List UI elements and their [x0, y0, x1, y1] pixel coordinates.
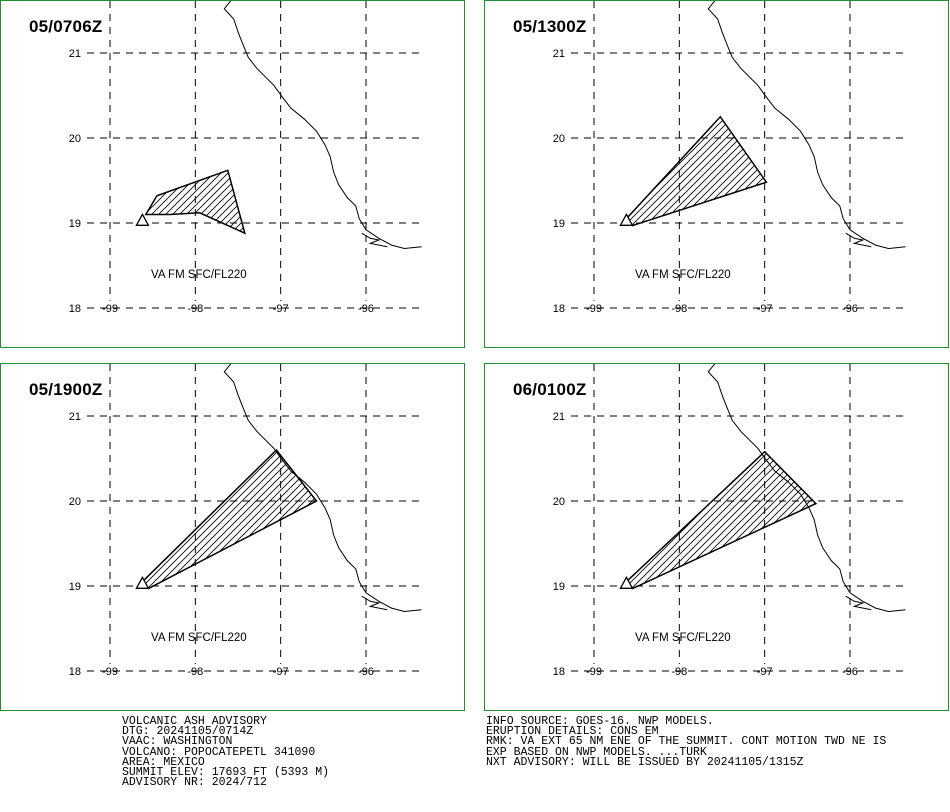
panel-time-label: 05/1300Z	[513, 17, 587, 36]
ash-cloud-polygon	[144, 169, 246, 235]
lon-tick-label: -98	[671, 303, 687, 315]
lat-tick-label: 18	[69, 303, 81, 315]
lagoon-line	[845, 232, 872, 248]
panel-time-label: 06/0100Z	[513, 380, 587, 399]
volcano-triangle-icon	[619, 212, 634, 226]
volcano-triangle-icon	[619, 575, 634, 589]
lon-tick-label: -97	[273, 303, 289, 315]
advisory-right-block: INFO SOURCE: GOES-16. NWP MODELS. ERUPTI…	[486, 715, 887, 769]
va-height-label: VA FM SFC/FL220	[151, 269, 247, 281]
lat-tick-label: 19	[69, 218, 81, 230]
lon-tick-label: -99	[102, 303, 118, 315]
lon-tick-label: -96	[842, 303, 858, 315]
lat-tick-label: 18	[553, 666, 565, 678]
lat-tick-label: 20	[553, 133, 565, 145]
lat-tick-label: 19	[69, 581, 81, 593]
forecast-panel-4: 06/0100Z 21 20 19 18 -99 -98 -97 -96 VA FM SFC/F…	[484, 363, 949, 711]
lon-tick-label: -98	[187, 666, 203, 678]
lat-tick-label: 21	[69, 48, 81, 60]
lon-tick-label: -99	[102, 666, 118, 678]
coastline	[707, 1, 906, 250]
advisory-line: VOLCANO: POPOCATEPETL 341090	[122, 745, 316, 759]
map-panel-1: 21 20 19 18 -99 -98 -97 -96 VA FM SFC/FL220	[69, 1, 422, 315]
ash-cloud-polygon	[141, 448, 318, 590]
ash-cloud-polygon	[625, 115, 768, 227]
lat-tick-label: 20	[69, 133, 81, 145]
advisory-line: VOLCANIC ASH ADVISORY	[122, 715, 267, 728]
va-height-label: VA FM SFC/FL220	[635, 269, 731, 281]
map-panel-3: 21 20 19 18 -99 -98 -97 -96 VA FM SFC/FL220	[69, 364, 422, 678]
advisory-line: RMK: VA EXT 65 NM ENE OF THE SUMMIT. CON…	[486, 735, 887, 749]
lon-tick-label: -99	[586, 303, 602, 315]
lon-tick-label: -97	[757, 303, 773, 315]
advisory-left-block: VOLCANIC ASH ADVISORY DTG: 20241105/0714…	[122, 715, 330, 790]
lon-tick-label: -96	[358, 666, 374, 678]
lat-tick-label: 20	[553, 496, 565, 508]
volcano-triangle-icon	[135, 575, 150, 589]
lagoon-line	[361, 232, 388, 248]
lat-tick-label: 19	[553, 218, 565, 230]
lat-tick-label: 18	[553, 303, 565, 315]
lat-tick-label: 19	[553, 581, 565, 593]
forecast-panel-1: 05/0706Z 21 20 19 18 -99 -98 -97 -96 VA FM SFC/F…	[0, 0, 465, 348]
lagoon-line	[361, 595, 388, 611]
advisory-line: DTG: 20241105/0714Z	[122, 725, 254, 739]
coastline	[223, 1, 422, 250]
advisory-line: SUMMIT ELEV: 17693 FT (5393 M)	[122, 766, 330, 780]
panel-time-label: 05/0706Z	[29, 17, 103, 36]
lon-tick-label: -96	[358, 303, 374, 315]
lagoon-line	[845, 595, 872, 611]
lat-tick-label: 21	[553, 411, 565, 423]
lon-tick-label: -99	[586, 666, 602, 678]
advisory-line: VAAC: WASHINGTON	[122, 735, 233, 749]
coastline	[223, 364, 422, 613]
map-panel-2: 21 20 19 18 -99 -98 -97 -96 VA FM SFC/FL220	[553, 1, 906, 315]
lat-tick-label: 18	[69, 666, 81, 678]
va-height-label: VA FM SFC/FL220	[151, 632, 247, 644]
panel-time-label: 05/1900Z	[29, 380, 103, 399]
advisory-line: INFO SOURCE: GOES-16. NWP MODELS.	[486, 715, 714, 728]
lat-tick-label: 20	[69, 496, 81, 508]
advisory-line: ADVISORY NR: 2024/712	[122, 776, 267, 790]
volcano-triangle-icon	[135, 212, 150, 226]
lon-tick-label: -96	[842, 666, 858, 678]
lon-tick-label: -98	[187, 303, 203, 315]
map-panel-4: 21 20 19 18 -99 -98 -97 -96 VA FM SFC/FL220	[553, 364, 906, 678]
lat-tick-label: 21	[553, 48, 565, 60]
advisory-line: AREA: MEXICO	[122, 755, 205, 769]
lon-tick-label: -97	[273, 666, 289, 678]
advisory-line: NXT ADVISORY: WILL BE ISSUED BY 20241105…	[486, 755, 804, 769]
advisory-line: EXP BASED ON NWP MODELS. ...TURK	[486, 745, 707, 759]
lat-tick-label: 21	[69, 411, 81, 423]
forecast-panel-3: 05/1900Z 21 20 19 18 -99 -98 -97 -96 VA FM SFC/F…	[0, 363, 465, 711]
va-height-label: VA FM SFC/FL220	[635, 632, 731, 644]
forecast-panel-2: 05/1300Z 21 20 19 18 -99 -98 -97 -96 VA FM SFC/F…	[484, 0, 949, 348]
advisory-line: ERUPTION DETAILS: CONS EM	[486, 725, 659, 739]
lon-tick-label: -97	[757, 666, 773, 678]
ash-cloud-polygon	[625, 450, 818, 590]
lon-tick-label: -98	[671, 666, 687, 678]
